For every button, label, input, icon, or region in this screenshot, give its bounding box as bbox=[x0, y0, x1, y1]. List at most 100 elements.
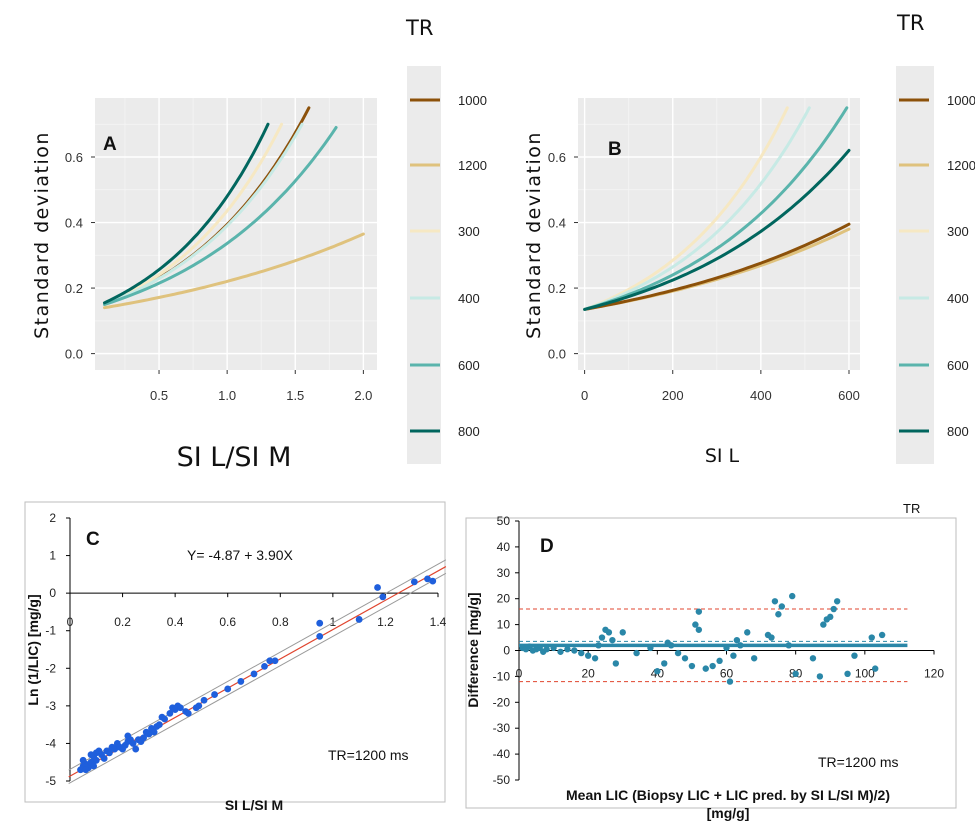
data-point bbox=[410, 578, 418, 586]
x-tick-label: 0 bbox=[67, 615, 74, 629]
y-tick-label: 0.0 bbox=[548, 347, 566, 362]
data-point bbox=[100, 755, 108, 762]
data-point bbox=[271, 657, 279, 665]
panel-d-frame bbox=[465, 517, 957, 809]
legend-label-tr-800: 800 bbox=[458, 424, 480, 439]
data-point bbox=[702, 665, 709, 672]
data-point bbox=[667, 642, 675, 649]
curve-tr-300 bbox=[583, 106, 789, 311]
legend-label-tr-300: 300 bbox=[947, 224, 969, 239]
panel-b-legend-background bbox=[896, 66, 934, 464]
data-point bbox=[709, 662, 716, 670]
panel-c-frame bbox=[24, 501, 446, 803]
data-point bbox=[429, 577, 437, 585]
data-point bbox=[184, 709, 192, 717]
x-tick-label: 400 bbox=[750, 388, 772, 403]
data-point bbox=[166, 709, 174, 717]
y-tick-label: -10 bbox=[493, 669, 511, 683]
data-point bbox=[681, 655, 689, 662]
data-point bbox=[674, 649, 682, 657]
y-tick-label: -20 bbox=[493, 695, 511, 709]
x-tick-label: 0.6 bbox=[219, 615, 236, 629]
data-point bbox=[266, 657, 274, 665]
curve-tr-1200 bbox=[103, 232, 365, 310]
data-point bbox=[844, 670, 851, 678]
y-tick-label: -2 bbox=[45, 661, 56, 675]
panel-c-x-axis-label: SI L/SI M bbox=[225, 797, 283, 813]
legend-label-tr-400: 400 bbox=[458, 291, 480, 306]
x-tick-label: 100 bbox=[855, 667, 875, 681]
panel-d-tr-note: TR=1200 ms bbox=[818, 754, 899, 770]
data-point bbox=[688, 662, 696, 670]
data-point bbox=[827, 613, 834, 621]
panel-b-ticks: 0 200 400 600 0.0 0.2 0.4 0.6 bbox=[548, 150, 860, 403]
y-tick-label: -3 bbox=[45, 699, 56, 713]
x-tick-label: 1.0 bbox=[218, 388, 236, 403]
x-tick-label: 1.4 bbox=[430, 615, 447, 629]
curve-tr-400 bbox=[103, 122, 304, 306]
legend-label-tr-600: 600 bbox=[947, 358, 969, 373]
y-tick-label: 0.6 bbox=[548, 150, 566, 165]
y-tick-label: 30 bbox=[497, 566, 511, 580]
x-tick-label: 0.5 bbox=[150, 388, 168, 403]
data-point bbox=[82, 766, 90, 774]
y-tick-label: 50 bbox=[497, 514, 511, 528]
x-tick-label: 0 bbox=[516, 667, 523, 681]
data-point bbox=[716, 657, 723, 665]
y-tick-label: 0.4 bbox=[65, 216, 83, 231]
data-point bbox=[605, 629, 613, 636]
legend-label-tr-300: 300 bbox=[458, 224, 480, 239]
data-point bbox=[661, 660, 668, 667]
panel-b-y-axis-label: Standard deviation bbox=[523, 131, 545, 339]
data-point bbox=[200, 696, 208, 704]
panel-a: 0.5 1.0 1.5 2.0 0.0 0.2 0.4 0.6 A Standard devi… bbox=[31, 16, 487, 473]
data-point bbox=[564, 646, 571, 653]
data-point bbox=[111, 745, 119, 753]
y-tick-label: -40 bbox=[493, 747, 511, 761]
data-point bbox=[150, 728, 158, 736]
data-point bbox=[737, 642, 744, 649]
data-point bbox=[830, 605, 837, 613]
data-point bbox=[550, 644, 557, 652]
data-point bbox=[316, 632, 324, 640]
panel-a-legend: 1000 1200 300 400 600 800 bbox=[410, 93, 487, 439]
curve-tr-600 bbox=[583, 106, 849, 311]
y-tick-label: -30 bbox=[493, 721, 511, 735]
panel-a-legend-background bbox=[407, 66, 441, 464]
x-tick-label: 0.2 bbox=[114, 615, 131, 629]
y-tick-label: 40 bbox=[497, 540, 511, 554]
data-point bbox=[106, 749, 113, 757]
y-tick-label: 0.2 bbox=[548, 281, 566, 296]
x-tick-label: 0.8 bbox=[272, 615, 289, 629]
x-tick-label: 1.5 bbox=[286, 388, 304, 403]
data-point bbox=[237, 678, 245, 685]
panel-c: -5 -4 -3 -2 -1 0 1 2 0 0.2 0.4 0.6 0.8 1 1.2 1.4 C Y= -… bbox=[24, 501, 447, 813]
legend-label-tr-1000: 1000 bbox=[458, 93, 487, 108]
panel-c-letter: C bbox=[86, 529, 100, 550]
data-point bbox=[79, 756, 87, 764]
data-point bbox=[145, 730, 153, 738]
data-point bbox=[692, 621, 699, 628]
x-tick-label: 600 bbox=[838, 388, 860, 403]
data-point bbox=[775, 611, 782, 618]
legend-label-tr-1000: 1000 bbox=[947, 93, 975, 108]
data-point bbox=[211, 691, 218, 698]
data-point bbox=[833, 598, 841, 605]
data-point bbox=[571, 647, 578, 654]
panel-a-y-axis-label: Standard deviation bbox=[31, 131, 53, 339]
data-point bbox=[771, 598, 779, 605]
data-point bbox=[872, 665, 879, 672]
panel-a-curves bbox=[103, 106, 365, 310]
curve-tr-400 bbox=[583, 106, 811, 311]
y-tick-label: 20 bbox=[497, 592, 511, 606]
panel-a-grid bbox=[95, 98, 377, 370]
y-tick-label: 0 bbox=[49, 586, 56, 600]
curve-tr-800 bbox=[583, 148, 851, 311]
data-point bbox=[789, 592, 796, 600]
panel-c-y-axis-label: Ln (1/LIC) [mg/g] bbox=[25, 594, 41, 705]
curve-tr-1000 bbox=[583, 222, 851, 311]
data-point bbox=[578, 649, 585, 657]
data-point bbox=[809, 655, 817, 662]
x-tick-label: 60 bbox=[720, 667, 734, 681]
data-point bbox=[619, 629, 626, 636]
